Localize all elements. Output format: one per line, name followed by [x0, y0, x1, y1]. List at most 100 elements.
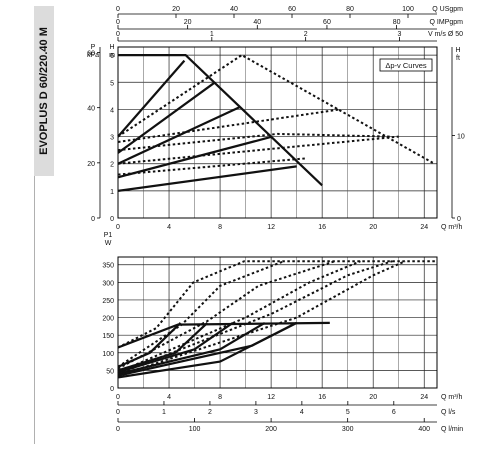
p-axis-tick-label: 0 — [91, 216, 95, 223]
bottom-axis-tick-label: 0 — [116, 426, 120, 433]
h-axis-tick-label: 4 — [110, 107, 114, 114]
head-x-tick-label: 8 — [218, 224, 222, 231]
p-axis-tick-label: 40 — [87, 106, 95, 113]
bottom-axis-tick-label: 6 — [392, 409, 396, 416]
h-axis-tick-label: 0 — [110, 216, 114, 223]
head-curve-dotted-7 — [117, 108, 341, 143]
top-axis-tick-label: 60 — [288, 6, 296, 13]
head-x-tick-label: 16 — [318, 224, 326, 231]
legend-box — [379, 58, 433, 72]
head-x-axis-label: Q m³/h — [441, 224, 462, 231]
power-y-tick-label: 350 — [102, 263, 114, 270]
top-axis-tick-label: 100 — [402, 6, 414, 13]
power-x-tick-label: 24 — [420, 394, 428, 401]
h-ft-axis-name: H — [455, 47, 460, 54]
legend-box-label: Δp-v Curves — [385, 61, 427, 70]
h-axis-unit: m — [109, 52, 115, 59]
h-axis-tick-label: 1 — [110, 189, 114, 196]
head-curve-solid-5 — [117, 165, 297, 192]
power-y-tick-label: 300 — [102, 280, 114, 287]
top-axis-tick-label: 40 — [230, 6, 238, 13]
power-y-tick-label: 250 — [102, 298, 114, 305]
bottom-axis-label: Q l/min — [441, 426, 463, 433]
h-axis-tick-label: 3 — [110, 135, 114, 142]
head-curve-dotted-9 — [117, 135, 399, 165]
h-axis-name: H — [109, 44, 114, 51]
top-axis-tick-label: 2 — [304, 31, 308, 38]
top-axis-label: Q USgpm — [432, 6, 463, 13]
power-x-tick-label: 4 — [167, 394, 171, 401]
bottom-axis-tick-label: 3 — [254, 409, 258, 416]
h-ft-axis-tick-label: 10 — [457, 133, 465, 140]
side-divider — [34, 176, 35, 444]
power-curve-dotted-11 — [117, 260, 393, 375]
head-curve-dotted-10 — [117, 157, 307, 176]
power-plot-frame — [117, 256, 438, 389]
top-axis-tick-label: 20 — [184, 19, 192, 26]
power-y-tick-label: 0 — [110, 386, 114, 393]
power-curve-dotted-10 — [117, 260, 361, 374]
h-axis-tick-label: 2 — [110, 162, 114, 169]
power-curve-dotted-12 — [117, 260, 406, 377]
power-curve-solid-4 — [117, 321, 266, 375]
p-axis-tick-label: 20 — [87, 161, 95, 168]
bottom-axis-tick-label: 4 — [300, 409, 304, 416]
top-axis-tick-label: 40 — [253, 19, 261, 26]
bottom-axis-tick-label: 100 — [189, 426, 201, 433]
head-curve-solid-0 — [118, 53, 323, 187]
power-y-axis-name: P1 — [104, 232, 113, 239]
power-x-axis-label: Q m³/h — [441, 394, 462, 401]
h-axis-tick-label: 6 — [110, 53, 114, 60]
power-x-tick-label: 8 — [218, 394, 222, 401]
p-axis-tick-label: 60 — [87, 51, 95, 58]
top-axis-tick-label: 1 — [210, 31, 214, 38]
power-x-tick-label: 0 — [116, 394, 120, 401]
head-plot-frame — [117, 46, 438, 219]
bottom-axis-label: Q l/s — [441, 409, 456, 416]
top-axis-tick-label: 20 — [172, 6, 180, 13]
power-y-tick-label: 50 — [106, 368, 114, 375]
product-tab — [34, 6, 54, 176]
power-x-tick-label: 12 — [267, 394, 275, 401]
power-curve-dotted-9 — [117, 260, 336, 370]
bottom-axis-tick-label: 300 — [342, 426, 354, 433]
h-ft-axis-tick-label: 0 — [457, 216, 461, 223]
top-axis-tick-label: 0 — [116, 6, 120, 13]
head-curve-solid-3 — [117, 105, 241, 165]
power-curve-dotted-8 — [117, 260, 285, 368]
head-x-tick-label: 0 — [116, 224, 120, 231]
head-x-tick-label: 12 — [267, 224, 275, 231]
power-curve-solid-6 — [117, 321, 298, 379]
p-axis-name: P — [91, 44, 96, 51]
top-axis-tick-label: 3 — [398, 31, 402, 38]
head-curve-solid-1 — [117, 59, 186, 138]
top-axis-tick-label: 0 — [116, 31, 120, 38]
bottom-axis-tick-label: 400 — [418, 426, 430, 433]
power-x-tick-label: 16 — [318, 394, 326, 401]
p-axis-unit: kPa — [87, 52, 99, 59]
bottom-axis-tick-label: 1 — [162, 409, 166, 416]
head-x-tick-label: 24 — [420, 224, 428, 231]
power-y-tick-label: 200 — [102, 316, 114, 323]
power-y-tick-label: 150 — [102, 333, 114, 340]
power-x-tick-label: 20 — [369, 394, 377, 401]
bottom-axis-tick-label: 2 — [208, 409, 212, 416]
top-axis-tick-label: 80 — [346, 6, 354, 13]
power-y-axis-unit: W — [105, 240, 112, 247]
top-axis-label: V m/s Ø 50 — [428, 31, 463, 38]
h-axis-tick-label: 5 — [110, 80, 114, 87]
bottom-axis-tick-label: 200 — [265, 426, 277, 433]
bottom-axis-tick-label: 5 — [346, 409, 350, 416]
head-x-tick-label: 4 — [167, 224, 171, 231]
head-curve-solid-2 — [117, 81, 216, 154]
h-ft-axis-unit: ft — [456, 55, 460, 62]
top-axis-label: Q IMPgpm — [430, 19, 464, 26]
power-y-tick-label: 100 — [102, 351, 114, 358]
power-curve-dotted-7 — [117, 260, 437, 349]
top-axis-tick-label: 0 — [116, 19, 120, 26]
top-axis-tick-label: 60 — [323, 19, 331, 26]
